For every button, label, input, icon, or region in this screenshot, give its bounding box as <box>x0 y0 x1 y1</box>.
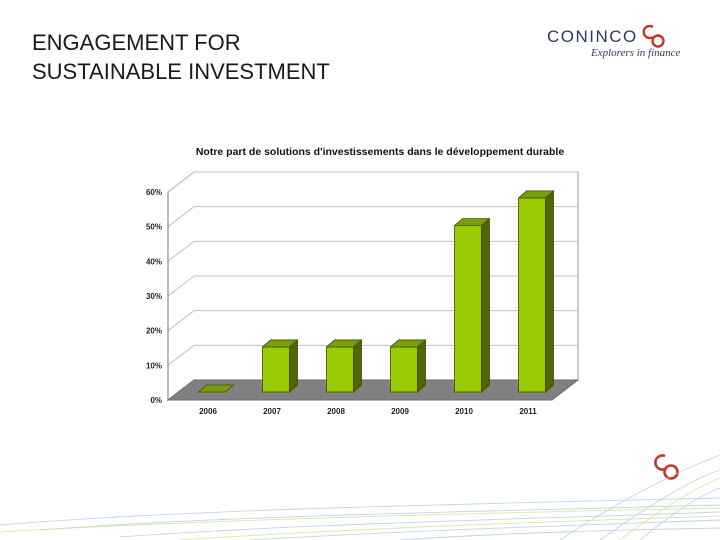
chart-title: Notre part de solutions d'investissement… <box>195 146 565 158</box>
x-tick-label: 2006 <box>199 407 217 416</box>
x-tick-label: 2008 <box>327 407 345 416</box>
gridline-diagonal <box>167 171 195 193</box>
y-tick-label: 30% <box>146 292 162 301</box>
co-logo-icon <box>642 24 665 48</box>
y-tick-label: 40% <box>146 257 162 266</box>
bar-top <box>197 384 235 393</box>
x-tick-label: 2011 <box>519 407 537 416</box>
bar <box>390 346 418 393</box>
logo-tagline: Explorers in finance <box>591 47 681 59</box>
bar-chart: Notre part de solutions d'investissement… <box>110 140 610 430</box>
x-tick-label: 2007 <box>263 407 281 416</box>
gridline-diagonal <box>167 275 195 297</box>
gridline-diagonal <box>167 206 195 228</box>
chart-plot: 0% 10% 20% 30% 40% 50% 60% 2006 2007 2008 2009 2010… <box>146 171 580 416</box>
gridline-diagonal <box>167 310 195 332</box>
y-tick-label: 60% <box>146 188 162 197</box>
co-corner-icon <box>654 454 679 480</box>
x-tick-label: 2009 <box>391 407 409 416</box>
x-tick-label: 2010 <box>455 407 473 416</box>
bar <box>518 197 546 393</box>
slide-title-line-1: ENGAGEMENT FOR <box>32 30 241 55</box>
y-tick-label: 0% <box>150 396 162 405</box>
bar-top <box>453 218 491 226</box>
bar <box>454 225 482 393</box>
slide-title: ENGAGEMENT FOR SUSTAINABLE INVESTMENT <box>32 28 330 86</box>
gridline-diagonal <box>167 240 195 262</box>
bar-top <box>325 339 363 348</box>
slide-title-line-2: SUSTAINABLE INVESTMENT <box>32 59 330 84</box>
bar-top <box>517 190 555 199</box>
y-tick-label: 10% <box>146 361 162 370</box>
y-tick-label: 20% <box>146 327 162 336</box>
y-tick-label: 50% <box>146 223 162 232</box>
logo-name: CONINCO <box>547 27 638 46</box>
gridline-diagonal <box>167 344 195 366</box>
bar-top <box>261 339 299 348</box>
coninco-logo: CONINCO Explorers in finance <box>545 22 705 66</box>
bar-top <box>389 339 427 348</box>
